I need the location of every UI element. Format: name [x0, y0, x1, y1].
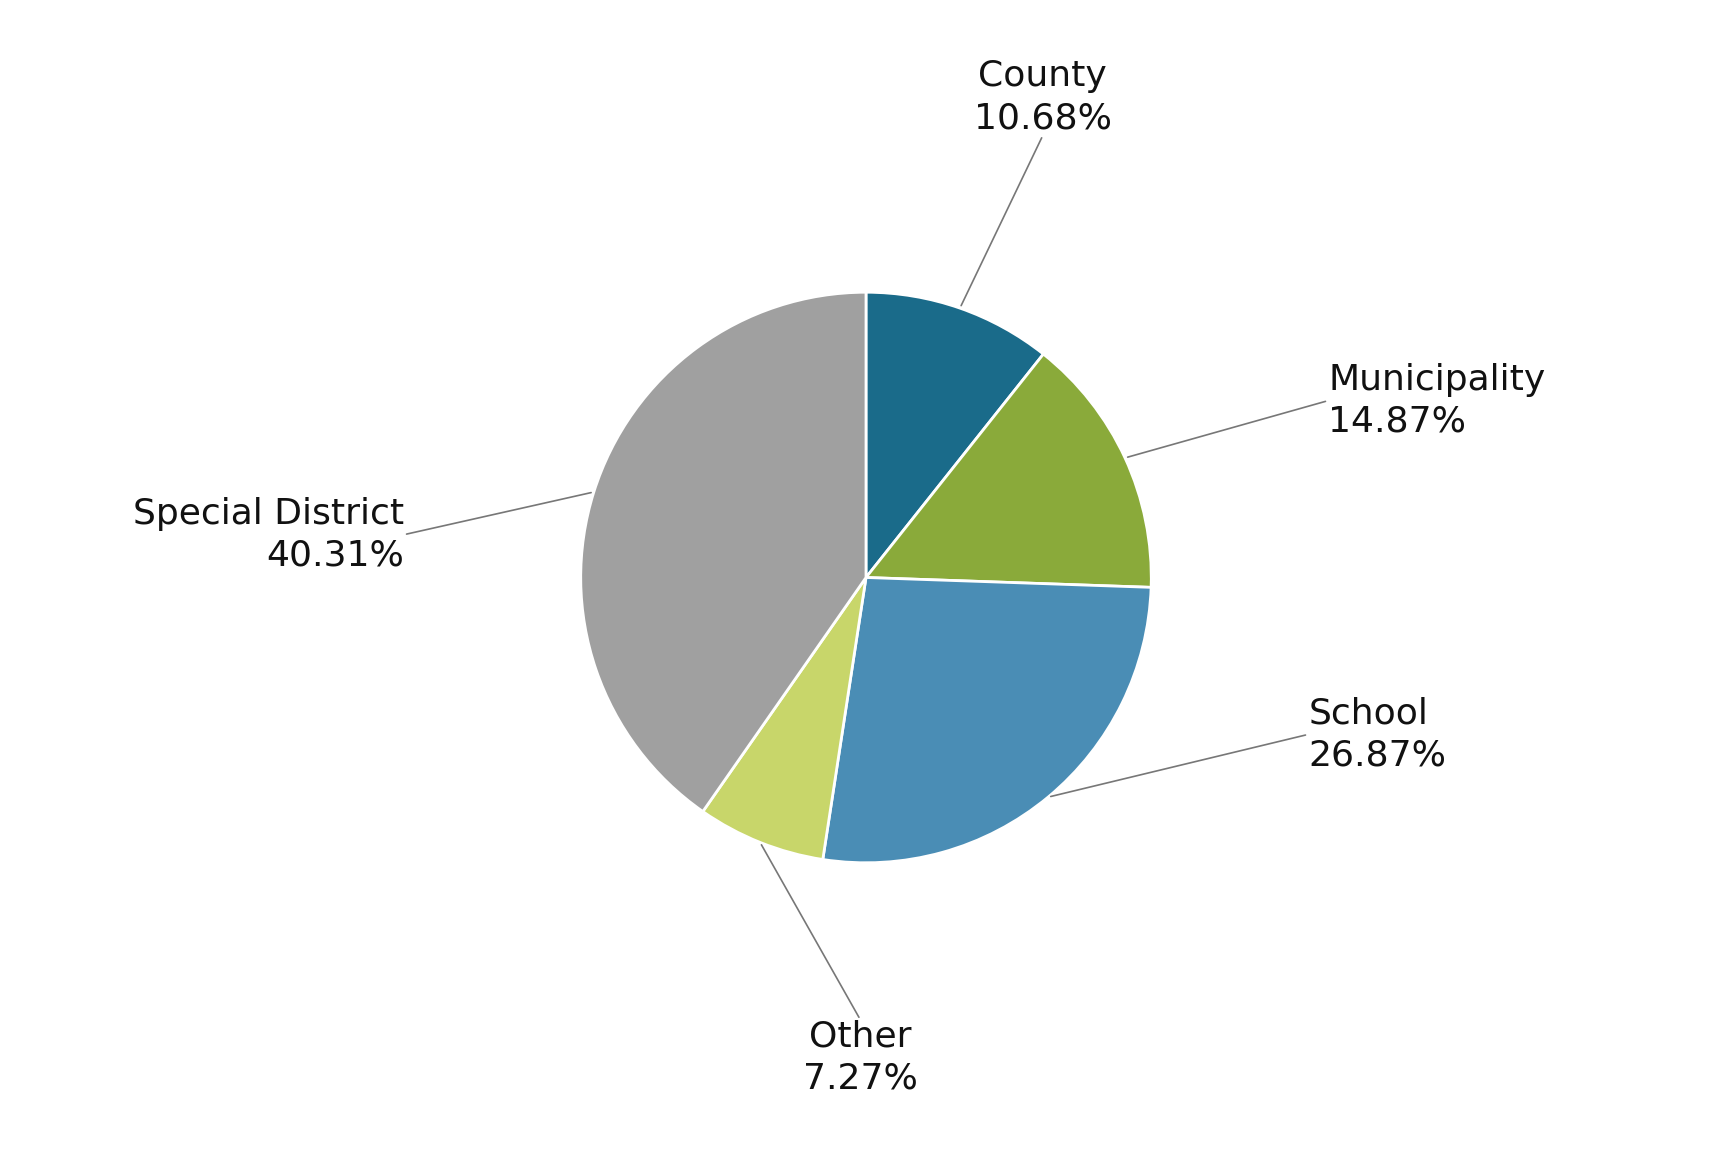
- Text: Municipality
14.87%: Municipality 14.87%: [1328, 363, 1545, 439]
- Wedge shape: [866, 292, 1043, 578]
- Wedge shape: [703, 578, 866, 859]
- Text: School
26.87%: School 26.87%: [1308, 696, 1446, 773]
- Wedge shape: [823, 578, 1152, 863]
- Text: Special District
40.31%: Special District 40.31%: [133, 497, 404, 573]
- Text: Other
7.27%: Other 7.27%: [804, 1020, 918, 1096]
- Wedge shape: [866, 355, 1152, 588]
- Wedge shape: [580, 292, 866, 812]
- Text: County
10.68%: County 10.68%: [973, 59, 1112, 135]
